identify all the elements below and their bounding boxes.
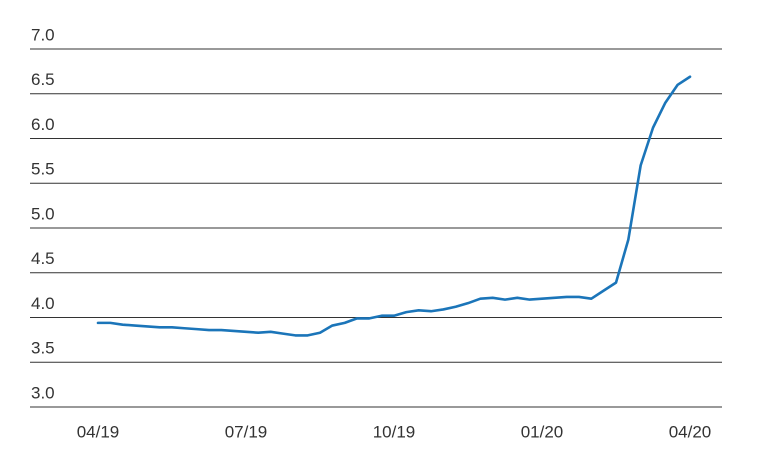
x-tick-label: 07/19 [225,422,268,441]
y-tick-label: 6.5 [31,70,55,89]
x-tick-label: 04/19 [77,422,120,441]
y-tick-label: 5.5 [31,160,55,179]
y-tick-label: 3.0 [31,383,55,402]
x-tick-label: 04/20 [669,422,712,441]
y-tick-label: 4.0 [31,294,55,313]
x-tick-label: 10/19 [373,422,416,441]
y-tick-label: 4.5 [31,249,55,268]
x-tick-label: 01/20 [521,422,564,441]
y-tick-label: 7.0 [31,25,55,44]
y-tick-label: 3.5 [31,339,55,358]
y-tick-label: 6.0 [31,115,55,134]
y-tick-label: 5.0 [31,204,55,223]
data-line [96,75,692,337]
